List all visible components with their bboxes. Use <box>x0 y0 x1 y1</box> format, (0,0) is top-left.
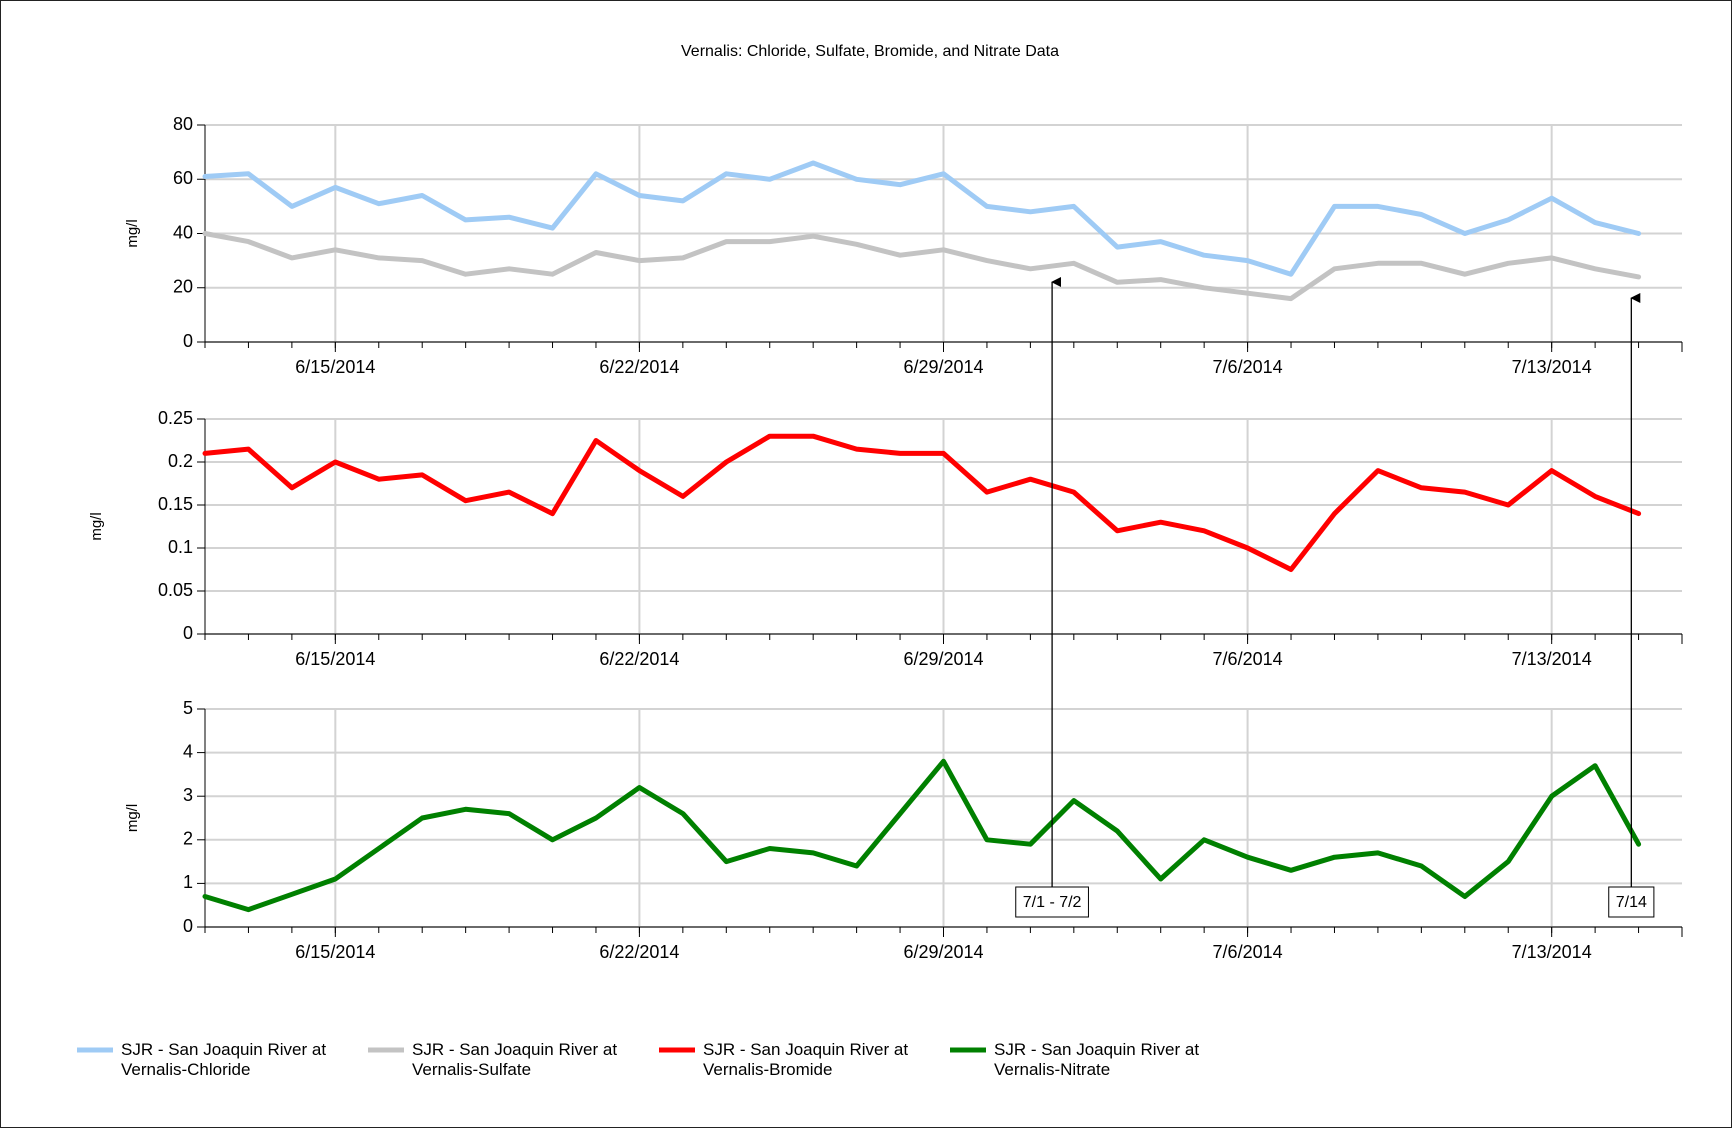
x-tick-label: 6/15/2014 <box>295 649 375 669</box>
legend-entry: SJR - San Joaquin River at Vernalis-Sulf… <box>366 1040 652 1080</box>
x-tick-label: 7/13/2014 <box>1512 942 1592 962</box>
x-tick-label: 6/29/2014 <box>903 357 983 377</box>
annotation-box <box>1608 886 1655 918</box>
y-tick-label: 0.1 <box>168 537 193 557</box>
y-tick-label: 20 <box>173 277 193 297</box>
y-tick-label: 0.2 <box>168 451 193 471</box>
panel: 0 1 2 3 4 5 6/15/2014 6/22/2014 6/29/2014 7/6/201… <box>124 698 1683 962</box>
legend-entry: SJR - San Joaquin River at Vernalis-Chlo… <box>75 1040 361 1080</box>
x-tick-label: 7/13/2014 <box>1512 649 1592 669</box>
y-tick-label: 80 <box>173 114 193 134</box>
legend-swatch <box>77 1047 113 1053</box>
x-tick-label: 6/29/2014 <box>903 942 983 962</box>
y-tick-label: 4 <box>183 741 193 761</box>
legend-swatch <box>950 1047 986 1053</box>
series-line <box>202 758 1642 913</box>
y-tick-label: 3 <box>183 785 193 805</box>
series-line <box>202 231 1642 302</box>
annotation-text: 7/1 - 7/2 <box>1023 894 1082 911</box>
y-tick-label: 0.15 <box>158 494 193 514</box>
legend-label: SJR - San Joaquin River at Vernalis-Sulf… <box>412 1040 618 1079</box>
y-tick-label: 40 <box>173 222 193 242</box>
x-tick-label: 6/15/2014 <box>295 942 375 962</box>
legend-swatch <box>659 1047 695 1053</box>
x-tick-label: 6/22/2014 <box>599 649 679 669</box>
legend-label: SJR - San Joaquin River at Vernalis-Chlo… <box>121 1040 327 1079</box>
y-axis-label: mg/l <box>124 804 141 832</box>
panel: 0 20 40 60 80 6/15/2014 6/22/2014 6/29/2014 7/6/… <box>124 114 1683 377</box>
legend-label: SJR - San Joaquin River at Vernalis-Brom… <box>703 1040 909 1079</box>
annotation-text: 7/14 <box>1616 894 1647 911</box>
y-tick-label: 0 <box>183 623 193 643</box>
x-tick-label: 6/22/2014 <box>599 942 679 962</box>
legend-entry: SJR - San Joaquin River at Vernalis-Brom… <box>657 1040 943 1080</box>
series-line <box>202 160 1642 277</box>
y-tick-label: 60 <box>173 168 193 188</box>
y-tick-label: 0 <box>183 331 193 351</box>
y-axis-label: mg/l <box>88 512 105 540</box>
x-tick-label: 6/22/2014 <box>599 357 679 377</box>
y-tick-label: 0.05 <box>158 580 193 600</box>
x-tick-label: 6/29/2014 <box>903 649 983 669</box>
y-tick-label: 0 <box>183 916 193 936</box>
x-tick-label: 7/6/2014 <box>1213 357 1283 377</box>
annotation-box <box>1015 886 1089 918</box>
y-tick-label: 5 <box>183 698 193 718</box>
panel: 0 0.05 0.1 0.15 0.2 0.25 6/15/2014 6/22/2014 6/2… <box>88 408 1683 669</box>
x-tick-label: 7/13/2014 <box>1512 357 1592 377</box>
legend-swatch <box>368 1047 404 1053</box>
x-tick-label: 7/6/2014 <box>1213 649 1283 669</box>
legend: SJR - San Joaquin River at Vernalis-Chlo… <box>0 1040 1732 1090</box>
chart-title: Vernalis: Chloride, Sulfate, Bromide, an… <box>681 43 1059 60</box>
y-axis-label: mg/l <box>124 219 141 247</box>
y-tick-label: 1 <box>183 872 193 892</box>
y-tick-label: 2 <box>183 829 193 849</box>
x-tick-label: 6/15/2014 <box>295 357 375 377</box>
x-tick-label: 7/6/2014 <box>1213 942 1283 962</box>
legend-label: SJR - San Joaquin River at Vernalis-Nitr… <box>994 1040 1200 1079</box>
y-tick-label: 0.25 <box>158 408 193 428</box>
series-line <box>202 433 1642 572</box>
legend-entry: SJR - San Joaquin River at Vernalis-Nitr… <box>948 1040 1234 1080</box>
